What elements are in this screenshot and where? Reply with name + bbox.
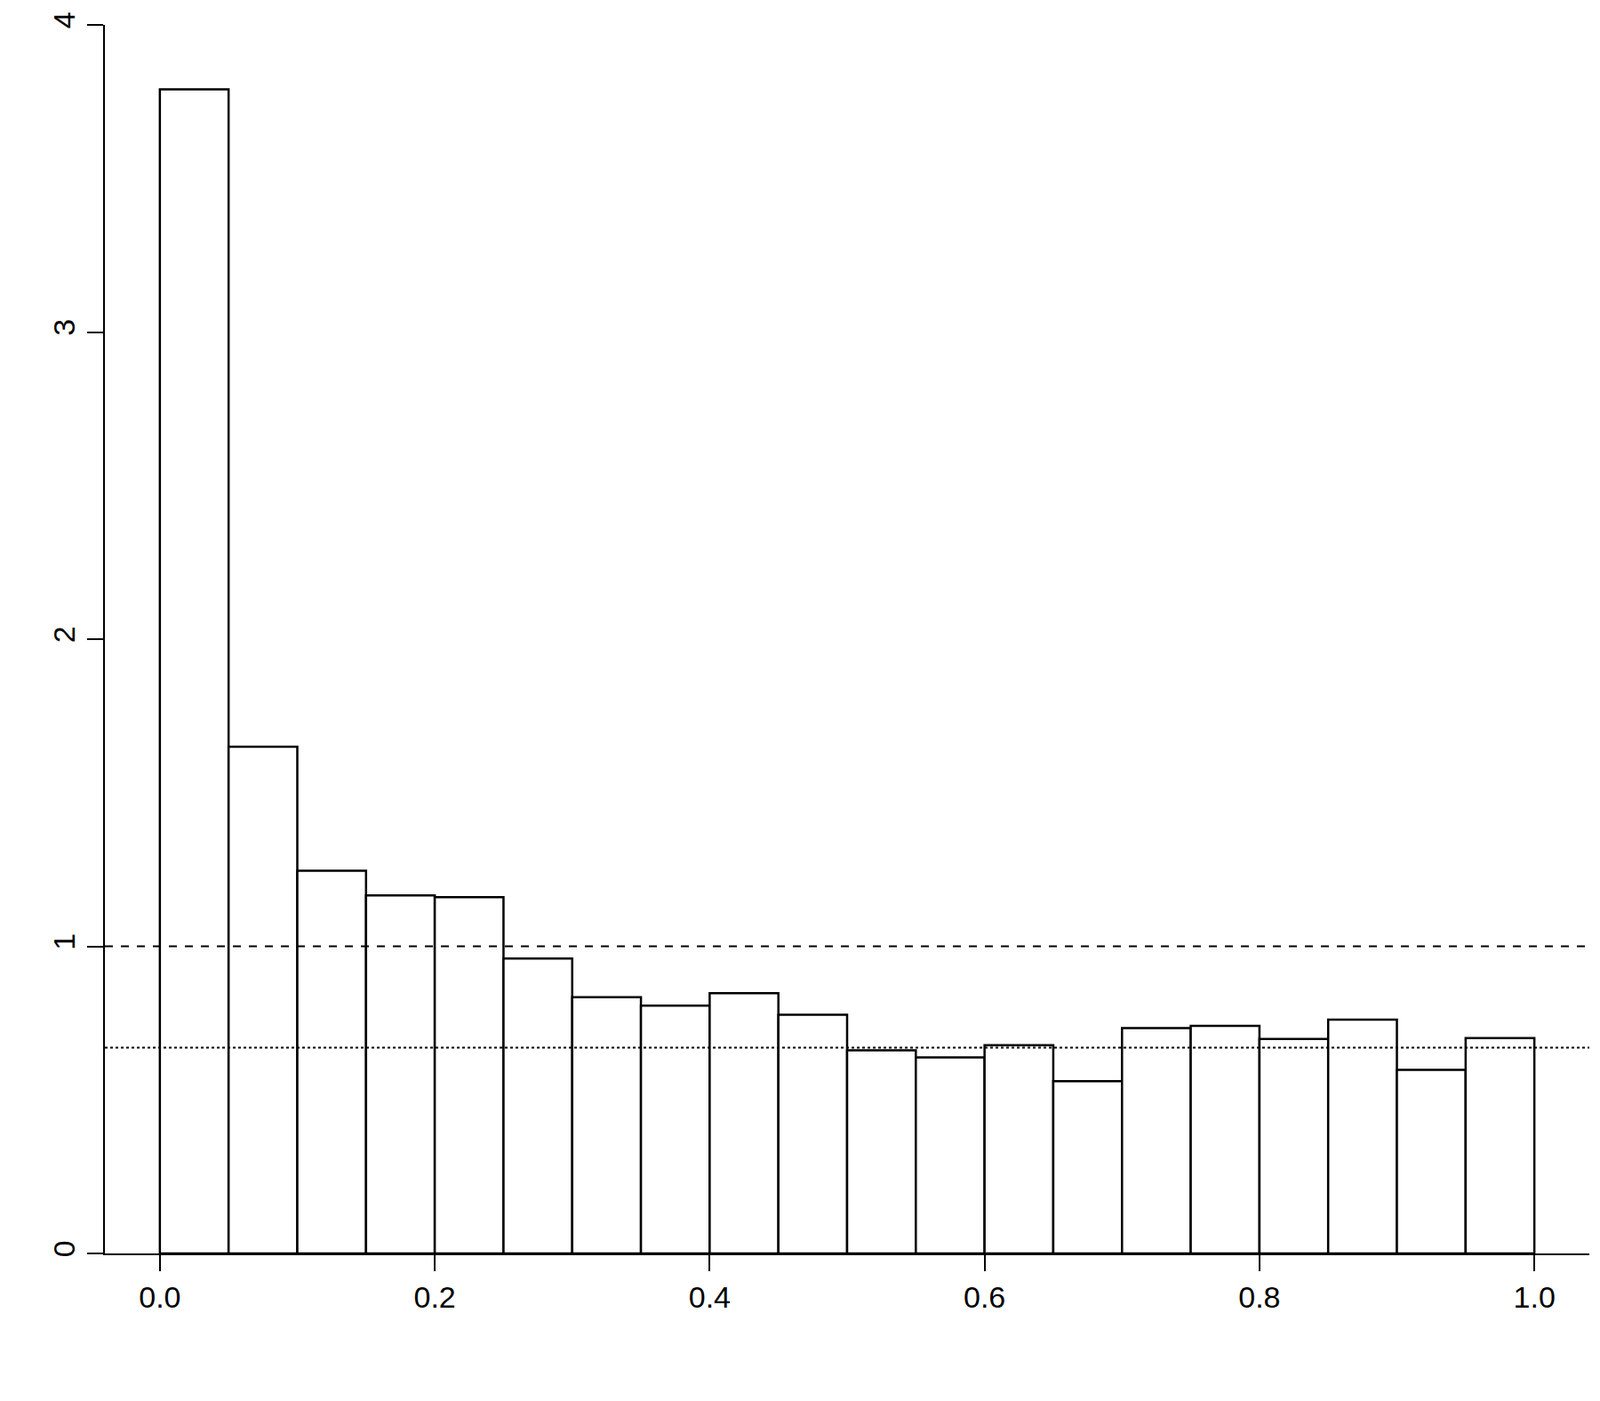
svg-text:3: 3 <box>47 319 81 336</box>
svg-text:0: 0 <box>47 1240 81 1257</box>
svg-text:2: 2 <box>47 625 81 643</box>
svg-text:0.0: 0.0 <box>138 1280 181 1314</box>
svg-text:1.0: 1.0 <box>1513 1280 1556 1314</box>
svg-text:0.6: 0.6 <box>963 1280 1006 1314</box>
svg-text:4: 4 <box>47 11 81 29</box>
svg-text:0.2: 0.2 <box>413 1280 456 1314</box>
svg-text:0.8: 0.8 <box>1238 1280 1280 1314</box>
svg-text:1: 1 <box>47 933 81 951</box>
svg-text:0.4: 0.4 <box>688 1280 731 1314</box>
